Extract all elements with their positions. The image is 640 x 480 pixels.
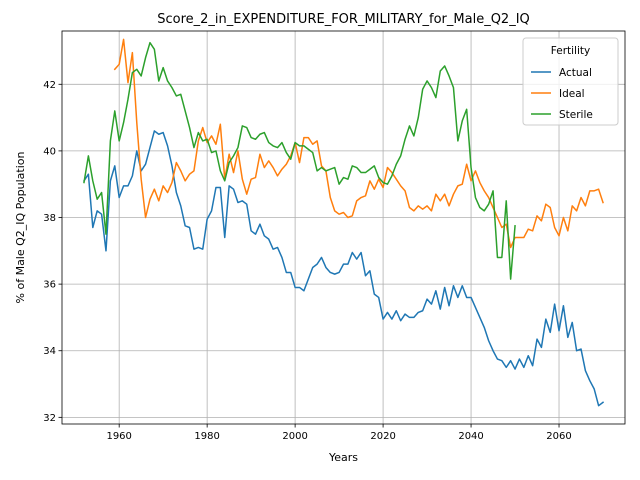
grid <box>62 31 625 424</box>
x-tick-label: 2000 <box>282 431 307 442</box>
y-axis-label: % of Male Q2_IQ Population <box>14 152 27 304</box>
y-tick-label: 34 <box>43 346 56 357</box>
axes-frame <box>61 30 626 425</box>
y-tick-label: 38 <box>43 213 56 224</box>
x-tick-label: 2060 <box>546 431 571 442</box>
x-axis-label: Years <box>328 451 358 464</box>
legend-label-sterile: Sterile <box>559 109 593 121</box>
x-tick-label: 2040 <box>458 431 483 442</box>
legend-label-ideal: Ideal <box>559 88 585 100</box>
series-line-ideal <box>113 38 604 249</box>
y-axis-ticks: 32 34 36 38 40 42 <box>43 80 62 424</box>
series-line-actual <box>82 130 605 407</box>
series-layer <box>82 38 605 407</box>
legend-box <box>522 37 619 126</box>
chart-title: Score_2_in_EXPENDITURE_FOR_MILITARY_for_… <box>157 12 530 27</box>
y-tick-label: 32 <box>43 413 56 424</box>
legend-label-actual: Actual <box>559 67 592 79</box>
y-tick-label: 40 <box>43 146 56 157</box>
legend: Fertility Actual Ideal Sterile <box>522 37 619 126</box>
y-tick-label: 42 <box>43 80 56 91</box>
x-axis-ticks: 1960 1980 2000 2020 2040 2060 <box>106 424 572 442</box>
series-line-sterile <box>83 41 516 280</box>
legend-title: Fertility <box>551 45 590 57</box>
x-tick-label: 1980 <box>194 431 219 442</box>
x-tick-label: 2020 <box>370 431 395 442</box>
y-tick-label: 36 <box>43 280 56 291</box>
x-tick-label: 1960 <box>106 431 131 442</box>
